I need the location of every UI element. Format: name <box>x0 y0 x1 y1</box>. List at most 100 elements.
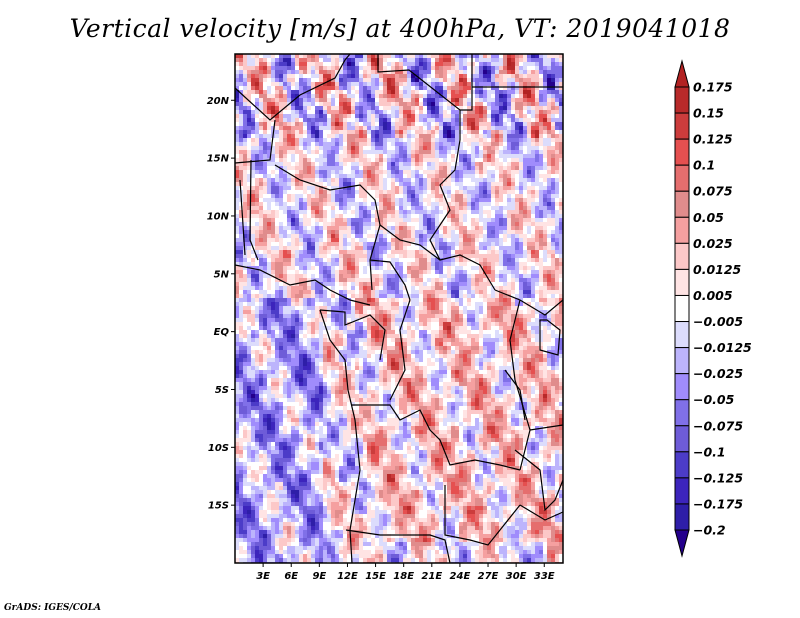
field-cell <box>383 146 387 150</box>
field-cell <box>295 254 299 258</box>
field-cell <box>259 246 263 250</box>
field-cell <box>531 114 535 118</box>
field-cell <box>247 194 251 198</box>
field-cell <box>475 62 479 66</box>
field-cell <box>543 150 547 154</box>
field-cell <box>271 206 275 210</box>
field-cell <box>459 98 463 102</box>
field-cell <box>419 210 423 214</box>
field-cell <box>307 94 311 98</box>
field-cell <box>419 162 423 166</box>
field-cell <box>371 98 375 102</box>
field-cell <box>411 262 415 266</box>
field-cell <box>487 222 491 226</box>
field-cell <box>291 166 295 170</box>
field-cell <box>351 210 355 214</box>
field-cell <box>335 106 339 110</box>
field-cell <box>323 274 327 278</box>
field-cell <box>299 130 303 134</box>
field-cell <box>459 258 463 262</box>
field-cell <box>247 274 251 278</box>
field-cell <box>271 294 275 298</box>
field-cell <box>323 86 327 90</box>
field-cell <box>283 166 287 170</box>
field-cell <box>491 126 495 130</box>
field-cell <box>499 74 503 78</box>
field-cell <box>275 94 279 98</box>
field-cell <box>283 182 287 186</box>
field-cell <box>551 238 555 242</box>
field-cell <box>423 94 427 98</box>
field-cell <box>251 114 255 118</box>
field-cell <box>507 54 511 58</box>
field-cell <box>479 290 483 294</box>
field-cell <box>491 290 495 294</box>
field-cell <box>375 222 379 226</box>
field-cell <box>235 258 239 262</box>
field-cell <box>535 118 539 122</box>
field-cell <box>559 270 563 274</box>
field-cell <box>411 126 415 130</box>
field-cell <box>463 246 467 250</box>
field-cell <box>343 54 347 58</box>
field-cell <box>523 66 527 70</box>
field-cell <box>367 246 371 250</box>
field-cell <box>519 266 523 270</box>
field-cell <box>371 206 375 210</box>
field-cell <box>243 170 247 174</box>
field-cell <box>431 226 435 230</box>
field-cell <box>531 126 535 130</box>
field-cell <box>535 130 539 134</box>
field-cell <box>275 218 279 222</box>
field-cell <box>427 294 431 298</box>
field-cell <box>343 70 347 74</box>
field-cell <box>315 246 319 250</box>
field-cell <box>319 54 323 58</box>
field-cell <box>275 238 279 242</box>
field-cell <box>267 190 271 194</box>
field-cell <box>315 178 319 182</box>
field-cell <box>339 126 343 130</box>
field-cell <box>523 134 527 138</box>
field-cell <box>339 246 343 250</box>
field-cell <box>355 222 359 226</box>
field-cell <box>283 186 287 190</box>
field-cell <box>479 282 483 286</box>
field-cell <box>495 190 499 194</box>
field-cell <box>543 102 547 106</box>
field-cell <box>539 114 543 118</box>
field-cell <box>447 294 451 298</box>
field-cell <box>455 122 459 126</box>
field-cell <box>451 162 455 166</box>
field-cell <box>531 258 535 262</box>
field-cell <box>471 150 475 154</box>
field-cell <box>539 94 543 98</box>
field-cell <box>431 282 435 286</box>
field-cell <box>551 270 555 274</box>
field-cell <box>559 166 563 170</box>
field-cell <box>503 154 507 158</box>
field-cell <box>451 130 455 134</box>
field-cell <box>507 62 511 66</box>
field-cell <box>311 246 315 250</box>
field-cell <box>247 262 251 266</box>
field-cell <box>475 274 479 278</box>
field-cell <box>491 254 495 258</box>
field-cell <box>343 238 347 242</box>
field-cell <box>387 206 391 210</box>
field-cell <box>427 150 431 154</box>
field-cell <box>295 234 299 238</box>
field-cell <box>407 226 411 230</box>
field-cell <box>255 198 259 202</box>
field-cell <box>359 134 363 138</box>
field-cell <box>243 210 247 214</box>
field-cell <box>355 186 359 190</box>
field-cell <box>243 158 247 162</box>
field-cell <box>327 162 331 166</box>
field-cell <box>267 294 271 298</box>
field-cell <box>515 190 519 194</box>
field-cell <box>251 70 255 74</box>
field-cell <box>347 290 351 294</box>
field-cell <box>447 178 451 182</box>
field-cell <box>515 262 519 266</box>
